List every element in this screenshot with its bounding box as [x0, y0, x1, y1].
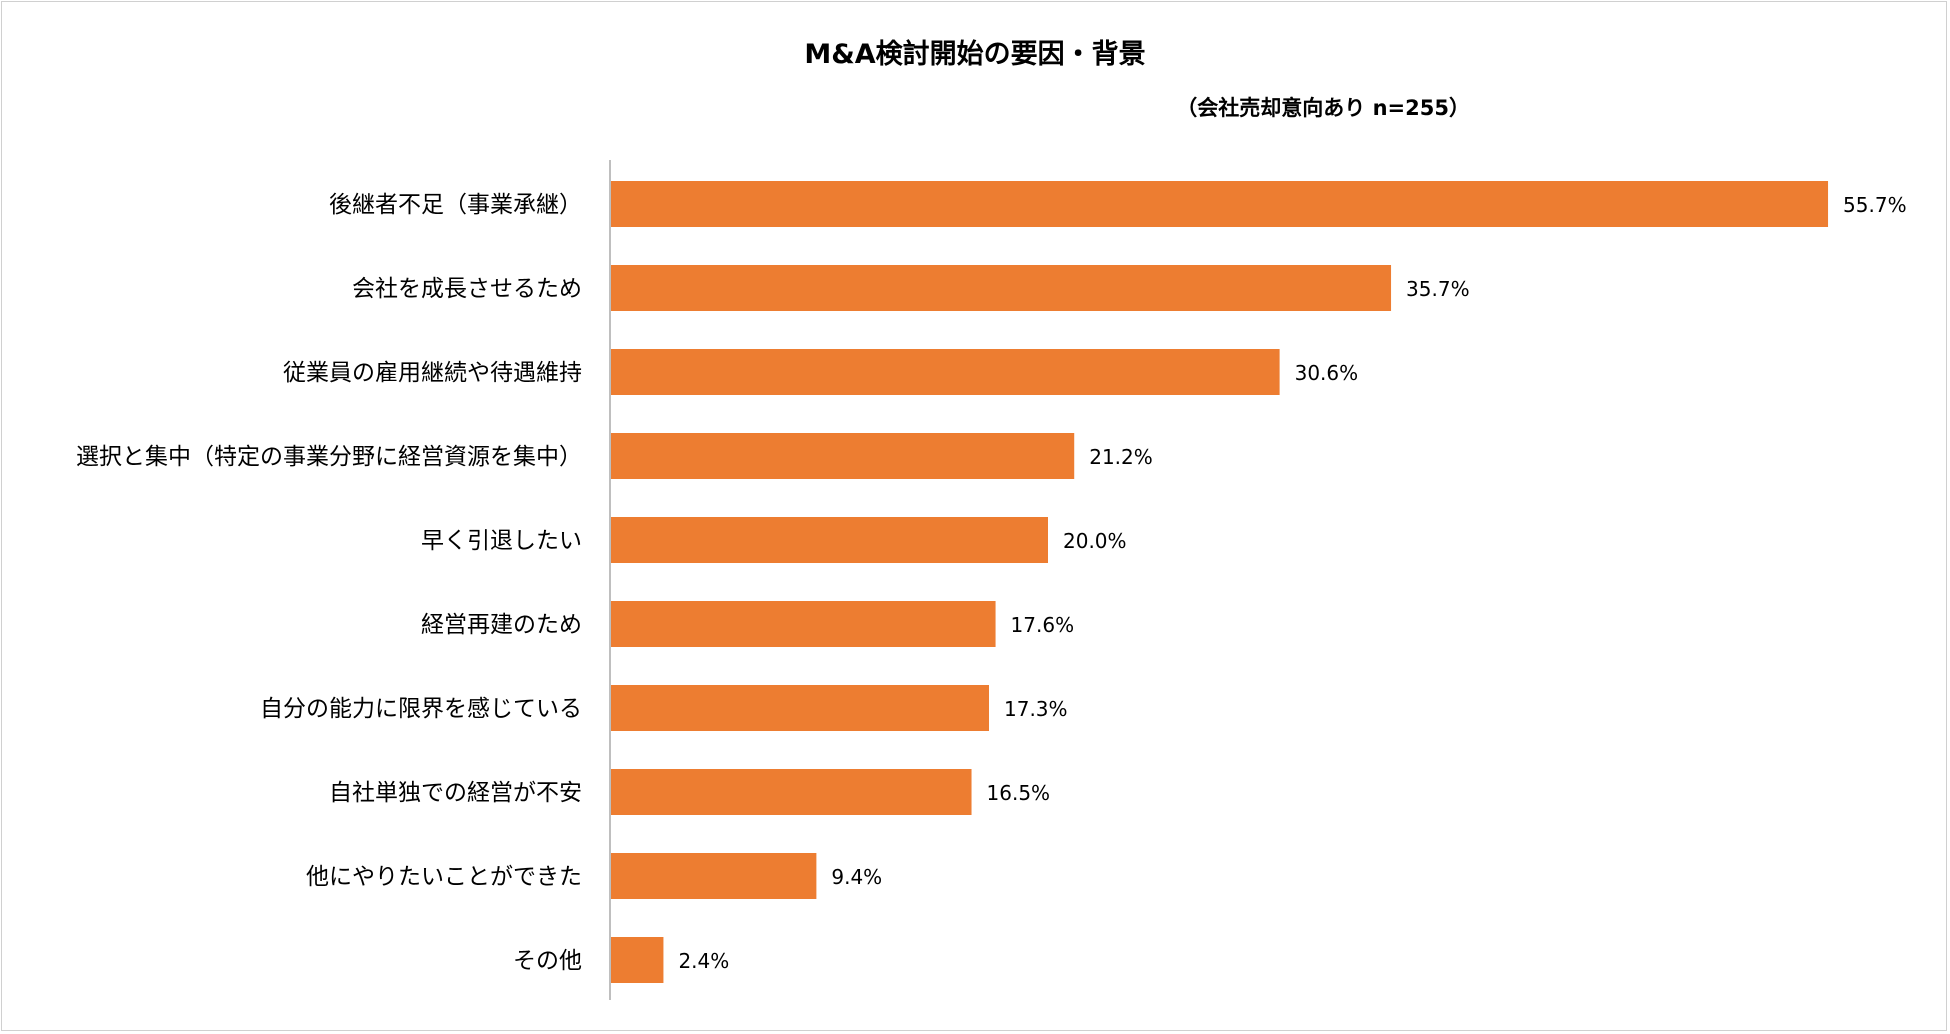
bar-4 — [611, 517, 1048, 563]
value-label-5: 17.6% — [1011, 613, 1075, 637]
category-label-3: 選択と集中（特定の事業分野に経営資源を集中） — [76, 444, 582, 470]
chart-subtitle: （会社売却意向あり n=255） — [1176, 96, 1470, 120]
bar-6 — [611, 685, 990, 731]
bar-7 — [611, 769, 972, 815]
value-label-0: 55.7% — [1843, 193, 1907, 217]
bar-3 — [611, 433, 1075, 479]
bar-2 — [611, 349, 1280, 395]
bar-8 — [611, 853, 817, 899]
bar-5 — [611, 601, 996, 647]
value-label-9: 2.4% — [678, 949, 729, 973]
chart-title: M&A検討開始の要因・背景 — [804, 39, 1146, 70]
category-label-8: 他にやりたいことができた — [306, 864, 582, 890]
category-label-9: その他 — [513, 948, 582, 974]
category-label-2: 従業員の雇用継続や待遇維持 — [283, 360, 582, 386]
value-label-8: 9.4% — [831, 865, 882, 889]
category-label-0: 後継者不足（事業承継） — [329, 192, 582, 218]
bar-9 — [611, 937, 664, 983]
category-label-4: 早く引退したい — [421, 528, 582, 554]
value-label-1: 35.7% — [1406, 277, 1470, 301]
value-label-7: 16.5% — [987, 781, 1051, 805]
value-label-3: 21.2% — [1089, 445, 1153, 469]
category-label-1: 会社を成長させるため — [352, 276, 582, 302]
category-label-7: 自社単独での経営が不安 — [329, 780, 582, 806]
value-label-6: 17.3% — [1004, 697, 1068, 721]
bar-0 — [611, 181, 1829, 227]
bars-group: 後継者不足（事業承継） 55.7% 会社を成長させるため 35.7% 従業員の雇用継続や… — [76, 181, 1907, 983]
category-label-6: 自分の能力に限界を感じている — [260, 696, 582, 722]
bar-1 — [611, 265, 1392, 311]
value-label-2: 30.6% — [1295, 361, 1359, 385]
value-label-4: 20.0% — [1063, 529, 1127, 553]
category-label-5: 経営再建のため — [421, 612, 582, 638]
